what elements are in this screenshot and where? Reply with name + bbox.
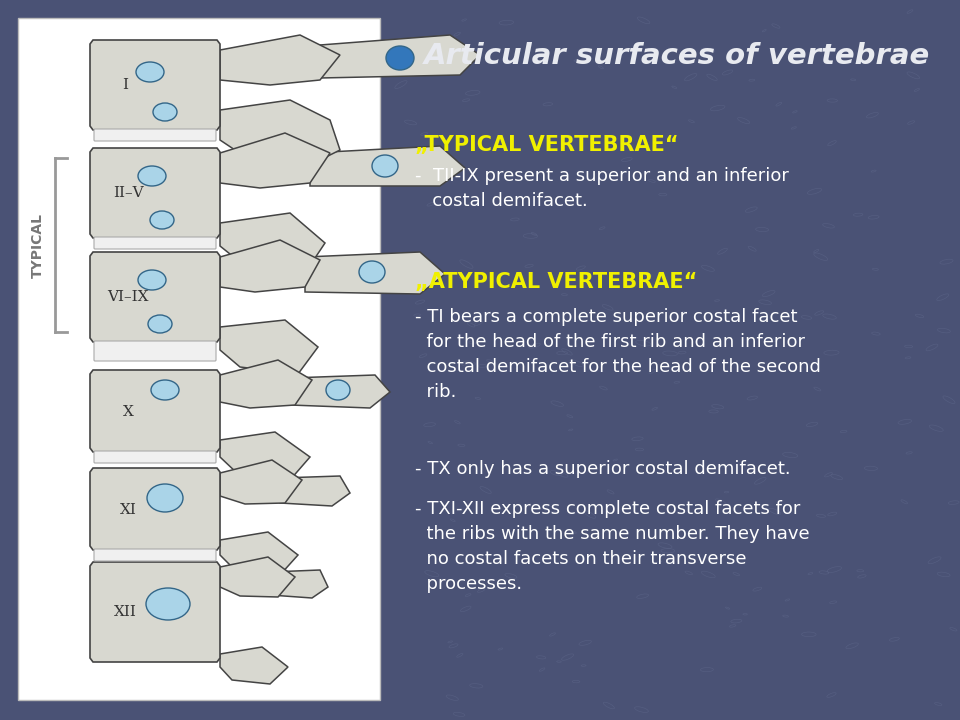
Polygon shape bbox=[220, 35, 340, 85]
Polygon shape bbox=[220, 240, 320, 292]
Polygon shape bbox=[310, 146, 465, 186]
Polygon shape bbox=[90, 40, 220, 130]
Ellipse shape bbox=[326, 380, 350, 400]
Polygon shape bbox=[220, 100, 340, 170]
Ellipse shape bbox=[138, 166, 166, 186]
Polygon shape bbox=[90, 468, 220, 550]
Ellipse shape bbox=[153, 103, 177, 121]
Polygon shape bbox=[220, 133, 330, 188]
Polygon shape bbox=[220, 557, 295, 597]
Ellipse shape bbox=[359, 261, 385, 283]
Ellipse shape bbox=[151, 380, 179, 400]
Polygon shape bbox=[220, 320, 318, 374]
Text: -  TII-IX present a superior and an inferior
   costal demifacet.: - TII-IX present a superior and an infer… bbox=[415, 167, 789, 210]
Polygon shape bbox=[220, 432, 310, 480]
FancyBboxPatch shape bbox=[94, 129, 216, 141]
Polygon shape bbox=[220, 647, 288, 684]
Polygon shape bbox=[90, 370, 220, 452]
Polygon shape bbox=[90, 252, 220, 342]
Polygon shape bbox=[220, 460, 302, 504]
Text: „ATYPICAL VERTEBRAE“: „ATYPICAL VERTEBRAE“ bbox=[415, 272, 697, 292]
Text: XII: XII bbox=[113, 605, 136, 619]
Polygon shape bbox=[270, 570, 328, 598]
Text: „TYPICAL VERTEBRAE“: „TYPICAL VERTEBRAE“ bbox=[415, 135, 679, 155]
FancyBboxPatch shape bbox=[94, 237, 216, 249]
Text: X: X bbox=[123, 405, 133, 419]
Polygon shape bbox=[220, 360, 312, 408]
Text: - TI bears a complete superior costal facet
  for the head of the first rib and : - TI bears a complete superior costal fa… bbox=[415, 308, 821, 401]
Ellipse shape bbox=[148, 315, 172, 333]
Polygon shape bbox=[220, 213, 325, 273]
Ellipse shape bbox=[146, 588, 190, 620]
Text: TYPICAL: TYPICAL bbox=[31, 212, 45, 277]
FancyBboxPatch shape bbox=[94, 549, 216, 561]
Polygon shape bbox=[290, 375, 390, 408]
Text: I: I bbox=[122, 78, 128, 92]
Ellipse shape bbox=[150, 211, 174, 229]
Ellipse shape bbox=[386, 46, 414, 70]
Polygon shape bbox=[280, 476, 350, 506]
Ellipse shape bbox=[138, 270, 166, 290]
Text: VI–IX: VI–IX bbox=[108, 290, 149, 304]
Text: Articular surfaces of vertebrae: Articular surfaces of vertebrae bbox=[423, 42, 930, 70]
Text: - TX only has a superior costal demifacet.: - TX only has a superior costal demiface… bbox=[415, 460, 791, 478]
Polygon shape bbox=[305, 252, 445, 294]
Polygon shape bbox=[220, 532, 298, 575]
Polygon shape bbox=[320, 35, 480, 78]
Ellipse shape bbox=[147, 484, 183, 512]
Text: XI: XI bbox=[120, 503, 136, 517]
Text: II–V: II–V bbox=[112, 186, 143, 200]
Text: - TXI-XII express complete costal facets for
  the ribs with the same number. Th: - TXI-XII express complete costal facets… bbox=[415, 500, 809, 593]
Ellipse shape bbox=[136, 62, 164, 82]
Polygon shape bbox=[90, 148, 220, 238]
Ellipse shape bbox=[372, 155, 398, 177]
FancyBboxPatch shape bbox=[94, 451, 216, 463]
Polygon shape bbox=[90, 562, 220, 662]
FancyBboxPatch shape bbox=[94, 341, 216, 361]
FancyBboxPatch shape bbox=[18, 18, 380, 700]
